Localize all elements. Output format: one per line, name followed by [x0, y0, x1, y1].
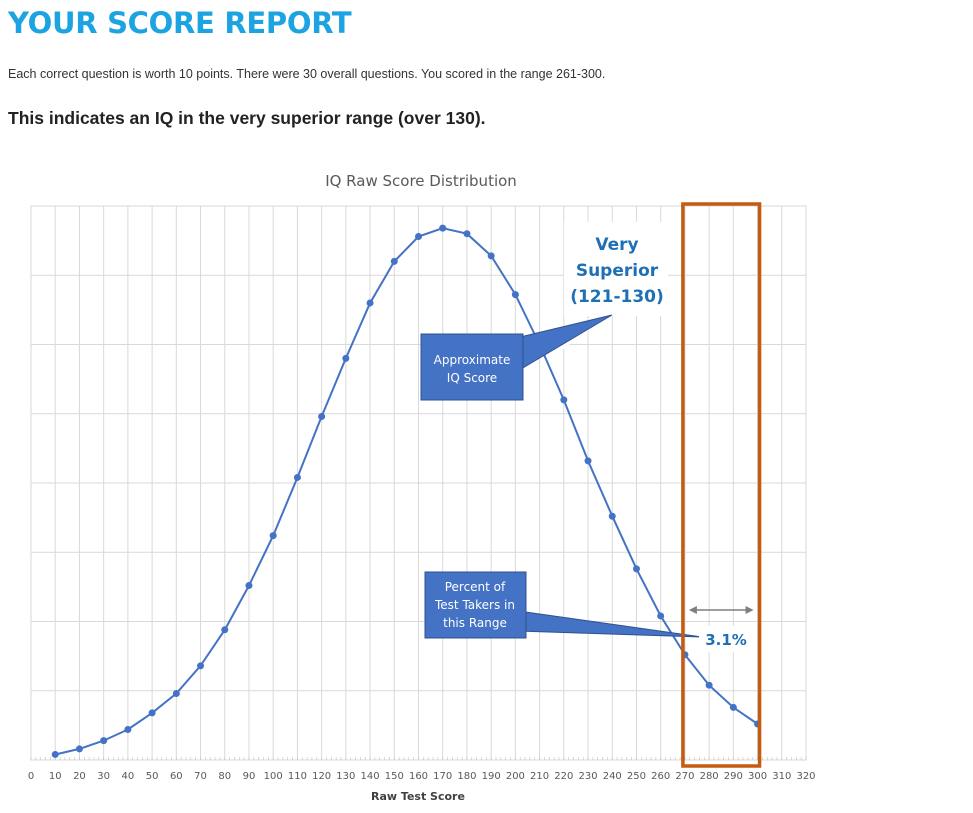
percent-callout: Percent of Test Takers in this Range	[424, 571, 703, 639]
very-superior-line-2: Superior	[576, 261, 659, 281]
highlight-rect	[681, 202, 762, 768]
x-tick-label: 60	[170, 771, 183, 782]
x-tick-label: 10	[49, 771, 62, 782]
data-point	[124, 726, 132, 734]
data-point	[729, 703, 737, 711]
data-point	[318, 413, 326, 421]
data-point	[463, 230, 471, 238]
chart-series-line	[54, 227, 759, 756]
score-intro-text: Each correct question is worth 10 points…	[8, 67, 606, 81]
data-point	[197, 662, 205, 670]
approximate-iq-line-2: IQ Score	[447, 371, 497, 385]
approximate-iq-line-1: Approximate	[434, 353, 511, 367]
x-tick-label: 310	[772, 771, 791, 782]
iq-result-text: This indicates an IQ in the very superio…	[8, 108, 486, 128]
x-tick-label: 130	[336, 771, 355, 782]
page-title: YOUR SCORE REPORT	[8, 6, 352, 40]
x-tick-label: 0	[28, 771, 34, 782]
x-tick-label: 160	[409, 771, 428, 782]
x-tick-label: 320	[796, 771, 815, 782]
percent-callout-line-3: this Range	[443, 616, 507, 630]
data-point	[51, 750, 59, 758]
series-line	[54, 227, 759, 756]
x-tick-label: 40	[122, 771, 135, 782]
data-point	[705, 681, 713, 689]
x-tick-label: 90	[243, 771, 256, 782]
data-point	[632, 565, 640, 573]
x-axis-ticks: 0 10 20 30 40 50 60 70 80 90 100 110 120 130 140 150 160…	[28, 771, 816, 782]
data-point	[487, 252, 495, 260]
chart-title: IQ Raw Score Distribution	[325, 172, 517, 190]
very-superior-pointer	[548, 314, 612, 360]
x-tick-label: 260	[651, 771, 670, 782]
x-tick-label: 240	[603, 771, 622, 782]
data-point	[293, 473, 301, 481]
data-point	[148, 709, 156, 717]
very-superior-line-3: (121-130)	[570, 287, 664, 307]
range-double-arrow	[688, 606, 754, 614]
percent-callout-pointer	[517, 610, 703, 638]
x-tick-label: 250	[627, 771, 646, 782]
x-tick-label: 100	[264, 771, 283, 782]
data-point	[657, 612, 665, 620]
data-point	[390, 257, 398, 265]
x-tick-label: 120	[312, 771, 331, 782]
x-tick-label: 80	[218, 771, 231, 782]
percent-callout-line-2: Test Takers in	[434, 598, 515, 612]
range-arrow-head-right	[745, 606, 754, 614]
x-tick-label: 220	[554, 771, 573, 782]
percent-value-label: 3.1%	[705, 631, 747, 649]
data-point	[584, 457, 592, 465]
x-tick-label: 150	[385, 771, 404, 782]
score-range-highlight-box	[681, 202, 762, 768]
x-tick-label: 110	[288, 771, 307, 782]
x-tick-label: 180	[457, 771, 476, 782]
x-tick-label: 20	[73, 771, 86, 782]
x-tick-label: 70	[194, 771, 207, 782]
data-point	[342, 354, 350, 362]
data-point	[221, 626, 229, 634]
x-tick-label: 190	[482, 771, 501, 782]
very-superior-annotation: Very Superior (121-130)	[548, 222, 668, 360]
x-tick-label: 290	[724, 771, 743, 782]
data-point	[439, 224, 447, 232]
data-point	[560, 396, 568, 404]
approximate-iq-callout: Approximate IQ Score	[420, 314, 613, 401]
x-tick-label: 30	[97, 771, 110, 782]
x-tick-label: 170	[433, 771, 452, 782]
x-tick-label: 280	[700, 771, 719, 782]
data-point	[269, 532, 277, 540]
data-point	[100, 737, 108, 745]
iq-distribution-chart: IQ Raw Score Distribution 0 10 20 30 40 50 60 7…	[28, 172, 816, 803]
x-axis-label: Raw Test Score	[371, 790, 465, 803]
x-tick-label: 230	[578, 771, 597, 782]
data-point	[245, 581, 253, 589]
percent-callout-line-1: Percent of	[445, 580, 506, 594]
x-tick-label: 270	[675, 771, 694, 782]
x-tick-label: 200	[506, 771, 525, 782]
data-point	[415, 232, 422, 240]
range-arrow-head-left	[688, 606, 697, 614]
chart-gridlines	[30, 205, 807, 761]
x-tick-label: 210	[530, 771, 549, 782]
very-superior-line-1: Very	[595, 235, 638, 255]
data-point	[511, 291, 519, 299]
x-tick-label: 50	[146, 771, 159, 782]
data-point	[366, 299, 374, 307]
data-point	[608, 512, 616, 520]
data-point	[75, 745, 83, 753]
data-point	[172, 690, 180, 698]
x-tick-label: 140	[361, 771, 380, 782]
x-tick-label: 300	[748, 771, 767, 782]
